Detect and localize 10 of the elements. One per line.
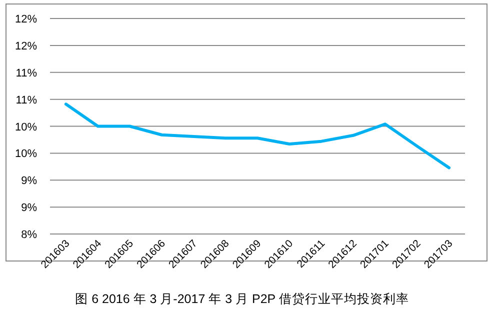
y-tick-label: 12% [14,40,38,52]
y-tick-label: 11% [16,67,38,80]
y-tick-label: 12% [14,14,38,26]
y-tick-label: 9% [21,175,38,188]
caption: 图 6 2016 年 3 月-2017 年 3 月 P2P 借贷行业平均投资利率 [75,291,409,306]
y-tick-label: 9% [21,202,38,214]
y-tick-label: 10% [14,148,38,160]
y-tick-label: 8% [21,229,38,241]
y-tick-label: 10% [14,121,38,134]
y-tick-label: 11% [16,94,38,106]
